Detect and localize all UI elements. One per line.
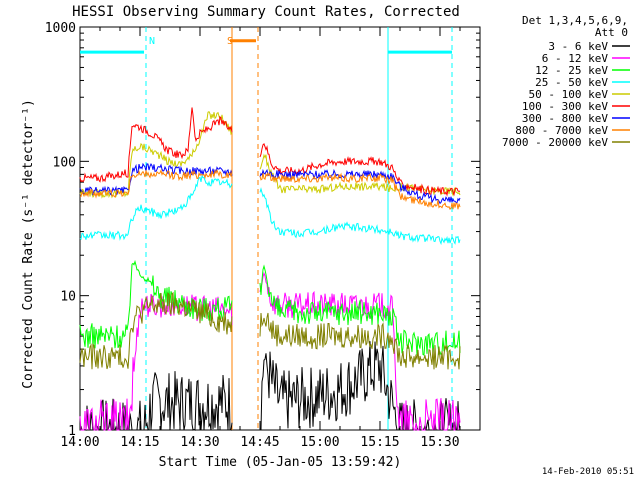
marker-label: N — [149, 36, 155, 47]
legend-entry: 7000 - 20000 keV — [502, 136, 608, 149]
chart-title: HESSI Observing Summary Count Rates, Cor… — [72, 4, 460, 20]
legend-entry: 6 - 12 keV — [542, 52, 609, 65]
legend-entry: 300 - 800 keV — [522, 112, 608, 125]
legend-entry: 50 - 100 keV — [529, 88, 609, 101]
x-axis-label: Start Time (05-Jan-05 13:59:42) — [159, 455, 402, 470]
series-line — [79, 291, 233, 370]
marker-label: S — [227, 36, 233, 47]
series-line — [259, 143, 461, 197]
series-line — [79, 107, 233, 183]
y-tick-label: 10 — [60, 290, 76, 305]
legend-entry: 25 - 50 keV — [535, 76, 608, 89]
legend-entry: 3 - 6 keV — [548, 40, 608, 53]
series-line — [79, 371, 233, 431]
x-tick-label: 14:15 — [120, 435, 159, 450]
series-line — [79, 168, 233, 199]
series-line — [79, 162, 233, 196]
series-line — [259, 187, 461, 246]
y-tick-label: 100 — [53, 155, 76, 170]
series-line — [260, 341, 461, 431]
plot-frame — [79, 26, 481, 431]
series-7 — [79, 168, 461, 211]
series-3 — [79, 174, 461, 246]
y-tick-label: 1000 — [45, 21, 76, 36]
series-8 — [79, 291, 461, 370]
x-tick-label: 15:00 — [300, 435, 339, 450]
y-tick-label: 1 — [68, 424, 76, 439]
series-line — [259, 312, 461, 370]
series-line — [79, 111, 233, 199]
legend-header: Det 1,3,4,5,6,9, — [522, 14, 628, 27]
axes: 1 10 100 1000 14:00 14:15 14:30 14:45 15:00 15:15… — [45, 21, 481, 450]
series-line — [259, 168, 461, 205]
x-tick-label: 15:15 — [360, 435, 399, 450]
x-tick-label: 14:45 — [240, 435, 279, 450]
legend-entry: 800 - 7000 keV — [515, 124, 608, 137]
legend-entry: 100 - 300 keV — [522, 100, 608, 113]
x-tick-label: 15:30 — [420, 435, 459, 450]
x-tick-label: 14:00 — [60, 435, 99, 450]
legend-header: Att 0 — [595, 26, 628, 39]
legend-entry: 12 - 25 keV — [535, 64, 608, 77]
date-stamp: 14-Feb-2010 05:51 — [542, 467, 634, 477]
series-line — [259, 264, 461, 356]
y-axis-label: Corrected Count Rate (s⁻¹ detector⁻¹) — [21, 99, 36, 389]
series-line — [259, 171, 461, 211]
series-line — [79, 174, 233, 241]
x-tick-label: 14:30 — [180, 435, 219, 450]
